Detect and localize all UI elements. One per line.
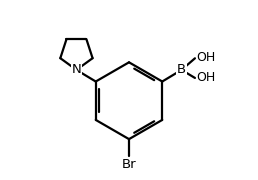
Text: B: B [177,63,186,76]
Text: OH: OH [196,71,215,84]
Text: N: N [71,63,81,76]
Text: Br: Br [122,158,136,170]
Text: OH: OH [196,51,215,64]
